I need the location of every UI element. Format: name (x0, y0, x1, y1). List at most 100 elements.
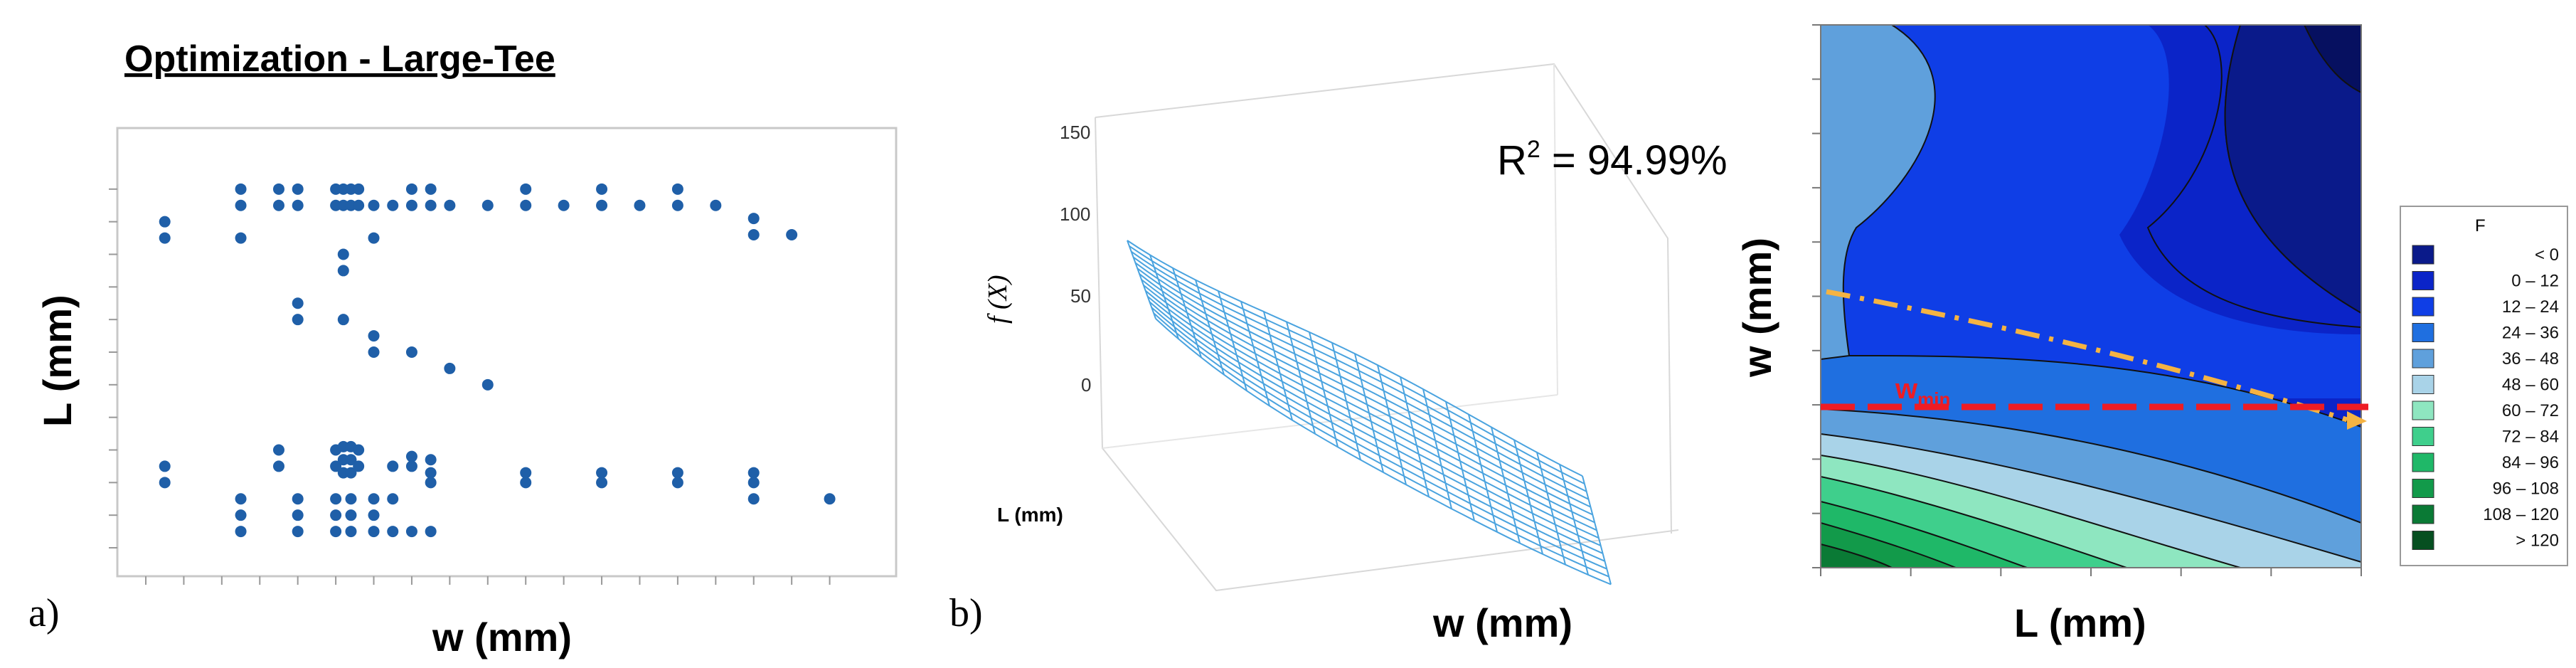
scatter-point (671, 183, 683, 195)
surface-mesh-line (1377, 364, 1407, 485)
contour-x-axis-label: L (mm) (2014, 600, 2146, 645)
legend-label: 96 – 108 (2493, 479, 2559, 499)
scatter-point (425, 454, 437, 466)
legend-label: 0 – 12 (2511, 272, 2559, 291)
scatter-point (337, 248, 349, 260)
legend-swatch (2412, 245, 2434, 265)
legend-label: 12 – 24 (2502, 297, 2559, 317)
legend-swatch (2412, 271, 2434, 290)
scatter-point (368, 232, 380, 244)
surface-mesh-line (1468, 414, 1498, 533)
scatter-point (353, 460, 365, 472)
legend-swatch (2412, 427, 2434, 446)
z-tick-0: 0 (1081, 374, 1091, 396)
z-tick-100: 100 (1060, 203, 1090, 225)
surface-mesh-line (1559, 464, 1589, 576)
surface-mesh-line (1151, 307, 1607, 570)
contour-ticks (1812, 24, 2362, 576)
scatter-point (235, 199, 247, 211)
scatter-point (159, 460, 171, 472)
scatter-point (345, 454, 357, 466)
scatter-point (786, 229, 798, 240)
surface-mesh-line (1137, 267, 1593, 516)
scatter-point (520, 183, 532, 195)
surface-mesh-line (1536, 452, 1566, 565)
scatter-point (292, 526, 304, 538)
scatter-point (444, 199, 456, 211)
legend-label: 24 – 36 (2502, 324, 2559, 343)
scatter-title: Optimization - Large-Tee (124, 38, 555, 80)
z-tick-50: 50 (1070, 285, 1091, 307)
scatter-point (747, 477, 760, 489)
scatter-point (353, 199, 365, 211)
scatter-point (405, 183, 417, 195)
surface-mesh-line (1491, 427, 1521, 544)
scatter-point (425, 477, 437, 489)
scatter-point (235, 493, 247, 505)
legend-swatch (2412, 375, 2434, 394)
contour-region-36-48-left (1821, 25, 1936, 361)
scatter-point (272, 444, 284, 456)
surface-mesh-line (1263, 311, 1293, 420)
scatter-point (292, 509, 304, 521)
surface-mesh-line (1354, 353, 1384, 473)
scatter-point (444, 362, 456, 374)
scatter-point (272, 460, 284, 472)
surface-mesh-line (1400, 376, 1430, 497)
scatter-point (824, 493, 836, 505)
surface-box-vertical (1553, 63, 1558, 396)
z-tick-150: 150 (1060, 122, 1090, 143)
scatter-point (345, 509, 357, 521)
scatter-point (235, 232, 247, 244)
surface-box-back (1095, 63, 1672, 534)
surface-z-axis-label: f (X) (983, 275, 1013, 324)
surface-mesh-line (1195, 280, 1225, 375)
surface-mesh-line (1445, 401, 1475, 521)
scatter-point (353, 444, 365, 456)
legend-title: F (2475, 216, 2486, 235)
surface-box-front (1095, 117, 1679, 592)
scatter-points (159, 183, 836, 538)
legend-swatch (2412, 452, 2434, 472)
surface-y-axis-label: L (mm) (997, 504, 1063, 526)
panel-a: Optimization - Large-Tee w (mm) L (mm) a… (28, 38, 898, 659)
scatter-point (292, 314, 304, 326)
scatter-point (596, 467, 608, 479)
scatter-point (353, 183, 365, 195)
scatter-point (330, 460, 342, 472)
optimization-path-arrowhead (2347, 411, 2367, 430)
legend-label: 72 – 84 (2502, 428, 2559, 447)
scatter-point (337, 314, 349, 326)
optimization-path-arrow (1826, 289, 2348, 423)
surface-mesh-line (1309, 332, 1338, 447)
scatter-point (520, 467, 532, 479)
scatter-point (368, 346, 380, 358)
surface-mesh-line (1513, 440, 1543, 555)
scatter-point (747, 493, 760, 505)
scatter-point (159, 477, 171, 489)
scatter-point (387, 526, 399, 538)
surface-mesh-line (1172, 267, 1202, 358)
scatter-point (634, 199, 646, 211)
legend-label: 36 – 48 (2502, 349, 2559, 369)
scatter-point (671, 477, 683, 489)
scatter-point (330, 509, 342, 521)
contour-regions (1821, 25, 2361, 568)
scatter-point (596, 183, 608, 195)
scatter-point (405, 346, 417, 358)
scatter-point (596, 477, 608, 489)
scatter-point (272, 199, 284, 211)
scatter-point (292, 493, 304, 505)
surface-x-axis-label: w (mm) (1432, 600, 1572, 645)
legend-items: < 0 0 – 12 12 – 24 24 – 36 36 – 48 48 – 60 60 … (2412, 245, 2559, 551)
scatter-point (425, 199, 437, 211)
w-min-label: wmin (1895, 373, 1950, 410)
surface-mesh-line (1153, 312, 1609, 578)
surface-mesh (1127, 240, 1612, 585)
surface-mesh-line (1127, 240, 1156, 319)
legend-label: 84 – 96 (2502, 453, 2559, 472)
scatter-point (368, 199, 380, 211)
scatter-point (481, 378, 494, 391)
panel-b-label: b) (949, 591, 983, 635)
panel-contour: wmin L (mm) w (mm) F < 0 0 – 12 12 – 24 24 … (1735, 24, 2568, 645)
